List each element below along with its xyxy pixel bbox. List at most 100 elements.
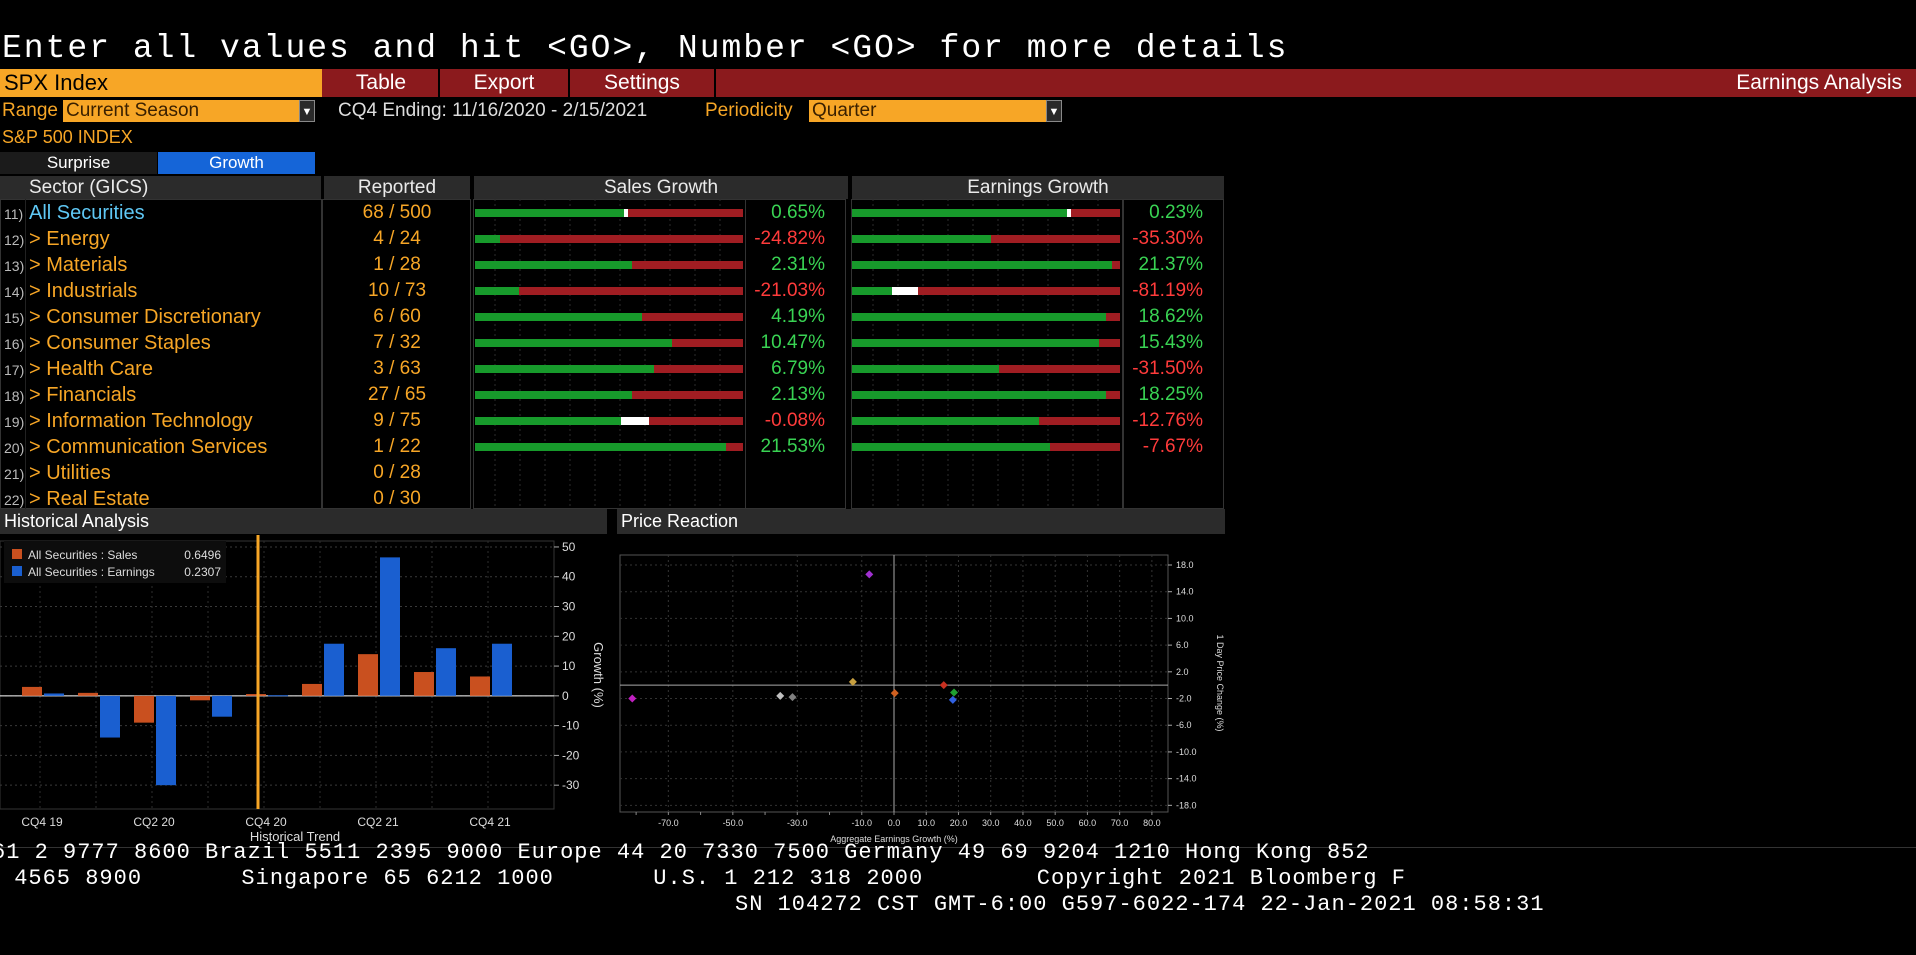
sector-name[interactable]: > Health Care	[29, 358, 153, 380]
security-ticker[interactable]: SPX Index	[0, 69, 322, 97]
sales-growth-value: 0.65%	[771, 202, 825, 223]
tab-growth[interactable]: Growth	[158, 152, 315, 174]
earnings-growth-bar	[852, 287, 1120, 295]
plot-area	[0, 540, 555, 810]
reported-count: 0 / 30	[373, 488, 421, 509]
table-row[interactable]: 15) > Consumer Discretionary 6 / 60 4.19% 18…	[0, 305, 1226, 331]
x-tick-label: -70.0	[658, 818, 679, 828]
table-row[interactable]: 16) > Consumer Staples 7 / 32 10.47% 15.43%	[0, 331, 1226, 357]
y-axis-label: Growth (%)	[591, 642, 606, 708]
earnings-growth-column-header[interactable]: Earnings Growth	[852, 176, 1224, 199]
settings-menu-button[interactable]: Settings	[604, 71, 680, 94]
earnings-bar	[44, 693, 64, 696]
earnings-growth-value: 21.37%	[1138, 254, 1203, 275]
historical-analysis-title: Historical Analysis	[0, 509, 607, 534]
sales-bar	[470, 676, 490, 696]
periodicity-dropdown[interactable]: Quarter ▼	[809, 100, 1062, 122]
sector-name[interactable]: All Securities	[29, 202, 145, 224]
scatter-point	[776, 691, 785, 700]
range-dropdown[interactable]: Current Season ▼	[63, 100, 315, 122]
row-number: 11)	[4, 206, 24, 222]
table-row[interactable]: 13) > Materials 1 / 28 2.31% 21.37%	[0, 253, 1226, 279]
scatter-point	[890, 689, 899, 698]
sector-name[interactable]: > Financials	[29, 384, 137, 406]
sector-name[interactable]: > Real Estate	[29, 488, 150, 510]
y-tick-label: 30	[562, 600, 576, 614]
table-row[interactable]: 21) > Utilities 0 / 28	[0, 461, 1226, 487]
chevron-down-icon[interactable]: ▼	[299, 100, 315, 122]
sector-column-header[interactable]: Sector (GICS)	[0, 176, 321, 199]
sales-growth-bar	[475, 235, 743, 243]
command-line[interactable]: Enter all values and hit <GO>, Number <G…	[2, 30, 1289, 67]
table-row[interactable]: 17) > Health Care 3 / 63 6.79% -31.50%	[0, 357, 1226, 383]
x-tick-label: -10.0	[852, 818, 873, 828]
session-info: SN 104272 CST GMT-6:00 G597-6022-174 22-…	[735, 892, 1545, 917]
scatter-point	[950, 688, 959, 697]
range-value: Current Season	[66, 100, 200, 121]
scatter-point	[948, 695, 957, 704]
sector-name[interactable]: > Consumer Discretionary	[29, 306, 261, 328]
sales-growth-bar-fill	[475, 365, 654, 373]
reported-column-header[interactable]: Reported	[324, 176, 470, 199]
sector-name[interactable]: > Energy	[29, 228, 110, 250]
sales-growth-value: 21.53%	[760, 436, 825, 457]
scatter-point	[865, 570, 874, 579]
x-tick-label: CQ2 20	[133, 815, 175, 829]
table-row[interactable]: 19) > Information Technology 9 / 75 -0.08% -…	[0, 409, 1226, 435]
legend-value: 0.6496	[184, 548, 221, 562]
sales-bar	[414, 672, 434, 696]
table-row[interactable]: 22) > Real Estate 0 / 30	[0, 487, 1226, 513]
table-row[interactable]: 12) > Energy 4 / 24 -24.82% -35.30%	[0, 227, 1226, 253]
sales-growth-value: -0.08%	[764, 410, 825, 431]
earnings-growth-bar	[852, 391, 1120, 399]
earnings-growth-bar-fill	[852, 209, 1067, 217]
row-number: 18)	[4, 388, 25, 404]
export-menu-button[interactable]: Export	[473, 71, 535, 94]
row-number: 22)	[4, 492, 25, 508]
sector-name[interactable]: > Communication Services	[29, 436, 268, 458]
reported-count: 3 / 63	[373, 358, 421, 379]
table-row[interactable]: 14) > Industrials 10 / 73 -21.03% -81.19%	[0, 279, 1226, 305]
sales-growth-bar-fill	[475, 261, 632, 269]
sales-growth-bar-fill	[475, 391, 632, 399]
table-menu-button[interactable]: Table	[355, 71, 407, 94]
x-tick-label: 80.0	[1143, 818, 1161, 828]
sector-name[interactable]: > Information Technology	[29, 410, 253, 432]
sales-growth-column-header[interactable]: Sales Growth	[474, 176, 848, 199]
reported-count: 0 / 28	[373, 462, 421, 483]
row-number: 12)	[4, 232, 25, 248]
sales-growth-bar	[475, 417, 743, 425]
sector-name[interactable]: > Industrials	[29, 280, 138, 302]
earnings-growth-bar-marker	[1067, 209, 1071, 217]
earnings-growth-value: 18.62%	[1138, 306, 1203, 327]
reported-count: 1 / 22	[373, 436, 421, 457]
y-tick-label: -10	[562, 719, 580, 733]
x-tick-label: -50.0	[723, 818, 744, 828]
earnings-growth-bar-fill	[852, 443, 1050, 451]
range-label: Range	[2, 100, 58, 121]
table-row[interactable]: 11) All Securities 68 / 500 0.65% 0.23%	[0, 201, 1226, 227]
sector-name[interactable]: > Utilities	[29, 462, 111, 484]
row-number: 13)	[4, 258, 25, 274]
menu-divider	[568, 69, 570, 97]
row-number: 14)	[4, 284, 25, 300]
earnings-growth-bar-fill	[852, 365, 999, 373]
earnings-growth-value: 0.23%	[1149, 202, 1203, 223]
reported-count: 68 / 500	[362, 202, 432, 223]
chevron-down-icon[interactable]: ▼	[1046, 100, 1062, 122]
table-grid	[0, 199, 1224, 509]
price-reaction-scatter-chart: -70.0 -50.0 -30.0 -10.0 0.0 10.0 20.0 30.0 40.0 5…	[619, 554, 1225, 844]
y-tick-label: -30	[562, 778, 580, 792]
earnings-growth-bar-fill	[852, 339, 1099, 347]
x-tick-label: 0.0	[888, 818, 901, 828]
x-tick-label: CQ4 21	[469, 815, 511, 829]
season-dates: CQ4 Ending: 11/16/2020 - 2/15/2021	[338, 100, 648, 121]
y-tick-label: 40	[562, 570, 576, 584]
tab-surprise[interactable]: Surprise	[0, 152, 157, 174]
sector-name[interactable]: > Materials	[29, 254, 128, 276]
table-row[interactable]: 20) > Communication Services 1 / 22 21.53% -…	[0, 435, 1226, 461]
table-row[interactable]: 18) > Financials 27 / 65 2.13% 18.25%	[0, 383, 1226, 409]
row-number: 20)	[4, 440, 25, 456]
sector-name[interactable]: > Consumer Staples	[29, 332, 211, 354]
reported-count: 1 / 28	[373, 254, 421, 275]
